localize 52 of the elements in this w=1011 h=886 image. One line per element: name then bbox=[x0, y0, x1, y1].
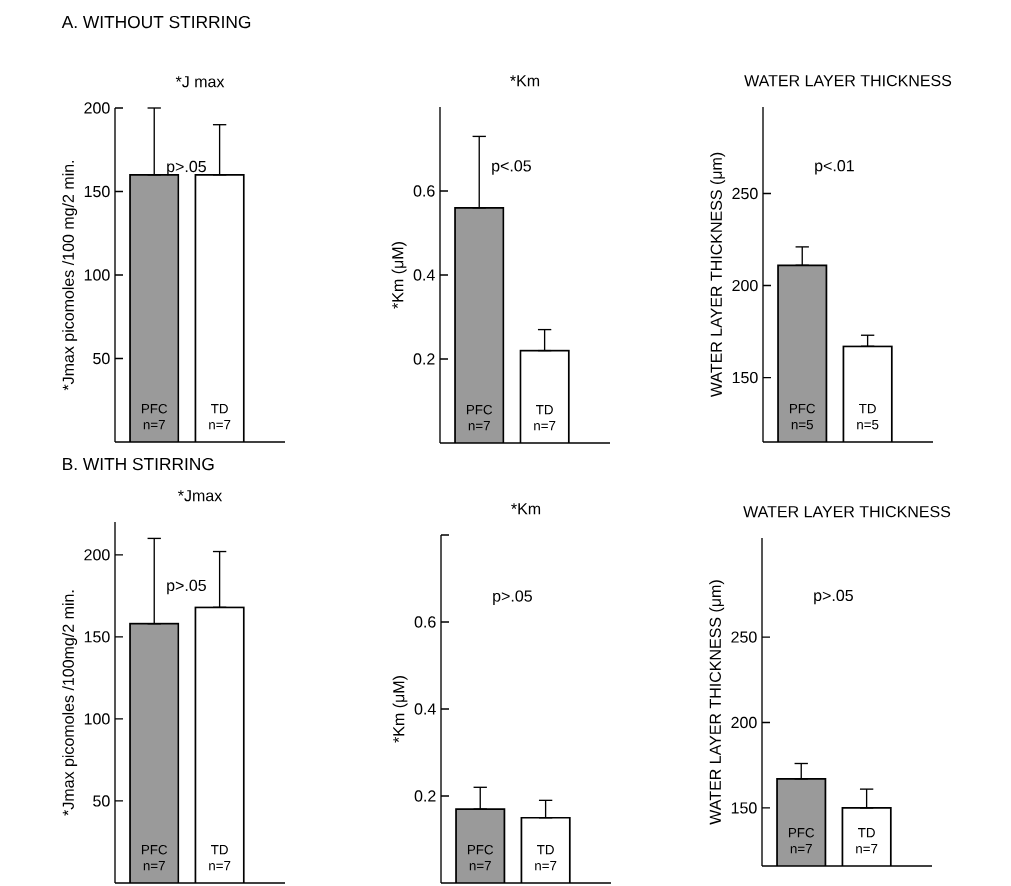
y-tick-label: 0.6 bbox=[414, 616, 436, 628]
annotation: p>.05 bbox=[493, 590, 532, 605]
x-tick-label: TD n=7 bbox=[856, 828, 878, 854]
x-tick-label: TD n=5 bbox=[857, 403, 879, 430]
x-tick-label: TD n=7 bbox=[534, 405, 556, 431]
y-tick-label: 250 bbox=[732, 187, 758, 200]
annotation: p>.05 bbox=[167, 579, 206, 595]
annotation: p>.05 bbox=[814, 589, 853, 605]
chart-subtitle: A. WITHOUT STIRRING bbox=[61, 15, 251, 29]
x-tick-label: TD n=7 bbox=[535, 845, 557, 871]
chart-subtitle: B. WITH STIRRING bbox=[63, 457, 214, 471]
y-tick-label: 50 bbox=[93, 795, 110, 807]
y-tick-label: 0.2 bbox=[414, 790, 436, 802]
x-tick-label: PFC n=7 bbox=[467, 844, 494, 871]
y-tick-label: 100 bbox=[84, 713, 110, 725]
x-tick-label: PFC n=7 bbox=[788, 827, 815, 854]
x-tick-label: TD n=7 bbox=[209, 845, 231, 871]
annotation: p>.05 bbox=[167, 160, 206, 176]
y-tick-label: 0.2 bbox=[413, 353, 435, 365]
y-tick-label: 200 bbox=[731, 716, 757, 729]
y-tick-label: 150 bbox=[732, 371, 758, 384]
y-tick-label: 150 bbox=[84, 631, 110, 643]
x-tick-label: PFC n=7 bbox=[141, 844, 168, 871]
y-tick-label: 0.6 bbox=[413, 185, 435, 197]
y-tick-label: 150 bbox=[84, 185, 110, 198]
y-tick-label: 100 bbox=[84, 269, 110, 281]
y-axis-title: *Jmax picomoles /100 mg/2 min. bbox=[62, 160, 78, 391]
y-axis-title: WATER LAYER THICKNESS (μm) bbox=[710, 152, 726, 398]
chart-title: *Km bbox=[510, 75, 540, 87]
y-tick-label: 200 bbox=[84, 549, 110, 561]
annotation: p<.01 bbox=[815, 160, 854, 175]
chart-title: WATER LAYER THICKNESS bbox=[744, 74, 952, 87]
y-tick-label: 200 bbox=[84, 102, 110, 114]
y-axis-title: *Km (μM) bbox=[392, 676, 408, 743]
x-tick-label: TD n=7 bbox=[209, 404, 231, 430]
x-tick-label: PFC n=5 bbox=[789, 403, 816, 430]
chart-title: WATER LAYER THICKNESS bbox=[743, 505, 951, 518]
y-axis-title: *Km (μM) bbox=[391, 242, 407, 309]
annotation: p<.05 bbox=[492, 160, 531, 175]
y-tick-label: 50 bbox=[93, 352, 110, 365]
y-axis-title: WATER LAYER THICKNESS (μm) bbox=[709, 580, 725, 825]
x-tick-label: PFC n=7 bbox=[466, 404, 493, 431]
chart-title: *Km bbox=[511, 503, 541, 515]
y-axis-title: *Jmax picomoles /100mg/2 min. bbox=[62, 590, 78, 816]
y-tick-label: 150 bbox=[731, 802, 757, 814]
y-tick-label: 250 bbox=[731, 631, 757, 643]
y-tick-label: 200 bbox=[732, 279, 758, 292]
chart-title: *J max bbox=[175, 76, 225, 88]
y-tick-label: 0.4 bbox=[413, 269, 435, 281]
x-tick-label: PFC n=7 bbox=[141, 403, 168, 430]
y-tick-label: 0.4 bbox=[414, 703, 436, 715]
chart-title: *Jmax bbox=[178, 490, 223, 502]
